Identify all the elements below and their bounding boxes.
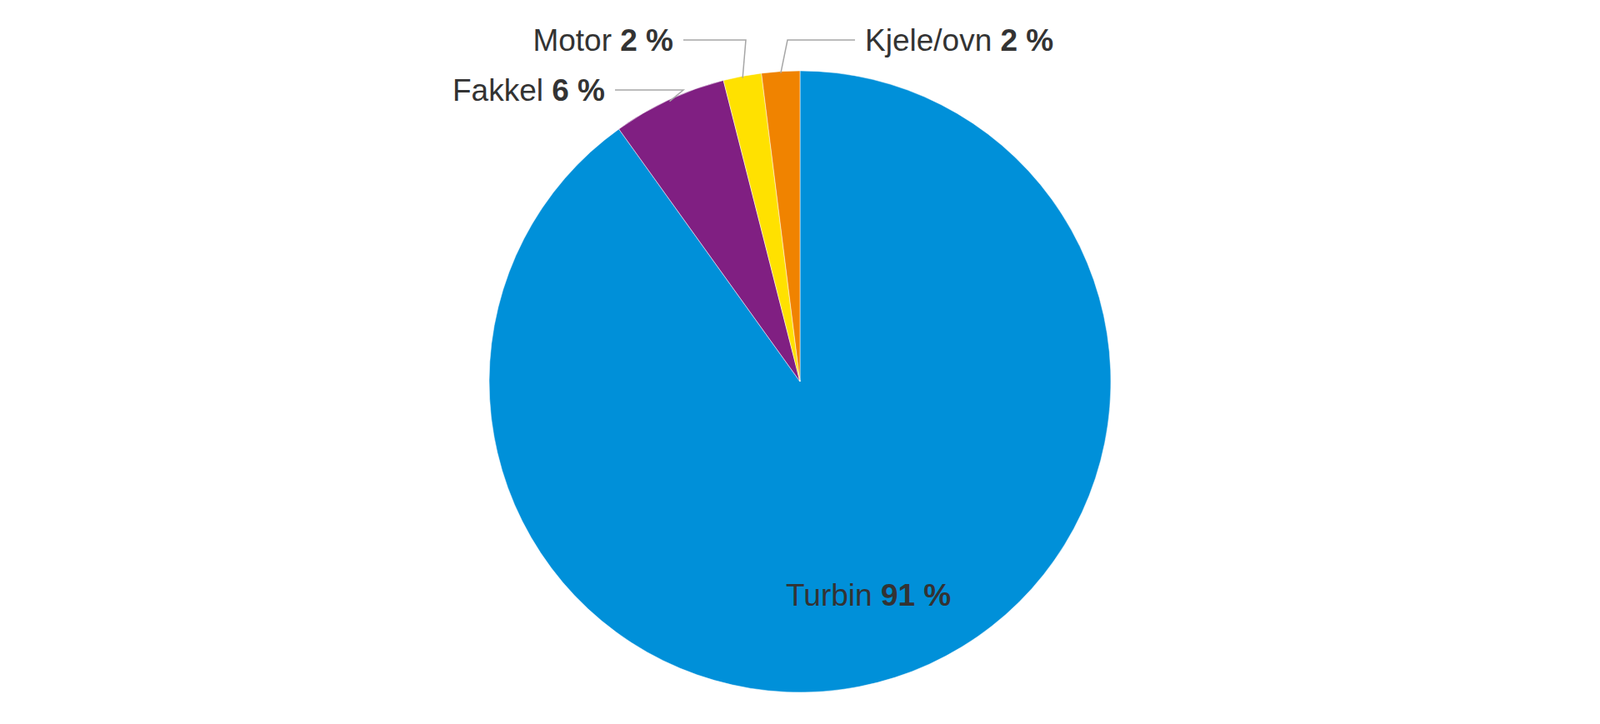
slice-label: Turbin 91 % (785, 578, 951, 613)
data-label: 2 % (1000, 23, 1055, 58)
slice-label: Motor 2 % (532, 23, 674, 58)
slice-label: Kjele/ovn 2 % (865, 23, 1054, 58)
category-name: Turbin (785, 578, 881, 613)
leader-line (780, 40, 855, 74)
leader-line (683, 40, 746, 78)
leader-line (615, 90, 684, 102)
data-label: 91 % (880, 578, 951, 613)
slice-label: Fakkel 6 % (452, 73, 605, 108)
data-label: 6 % (551, 73, 605, 108)
pie-slice (761, 70, 800, 382)
data-label: 2 % (620, 23, 674, 58)
category-name: Kjele/ovn (865, 23, 1001, 58)
slices (489, 70, 1111, 693)
category-name: Fakkel (452, 73, 552, 108)
category-name: Motor (532, 23, 620, 58)
chart: Turbin 91 %Fakkel 6 %Motor 2 %Kjele/ovn … (0, 0, 1600, 724)
pie-slice (489, 70, 1111, 693)
